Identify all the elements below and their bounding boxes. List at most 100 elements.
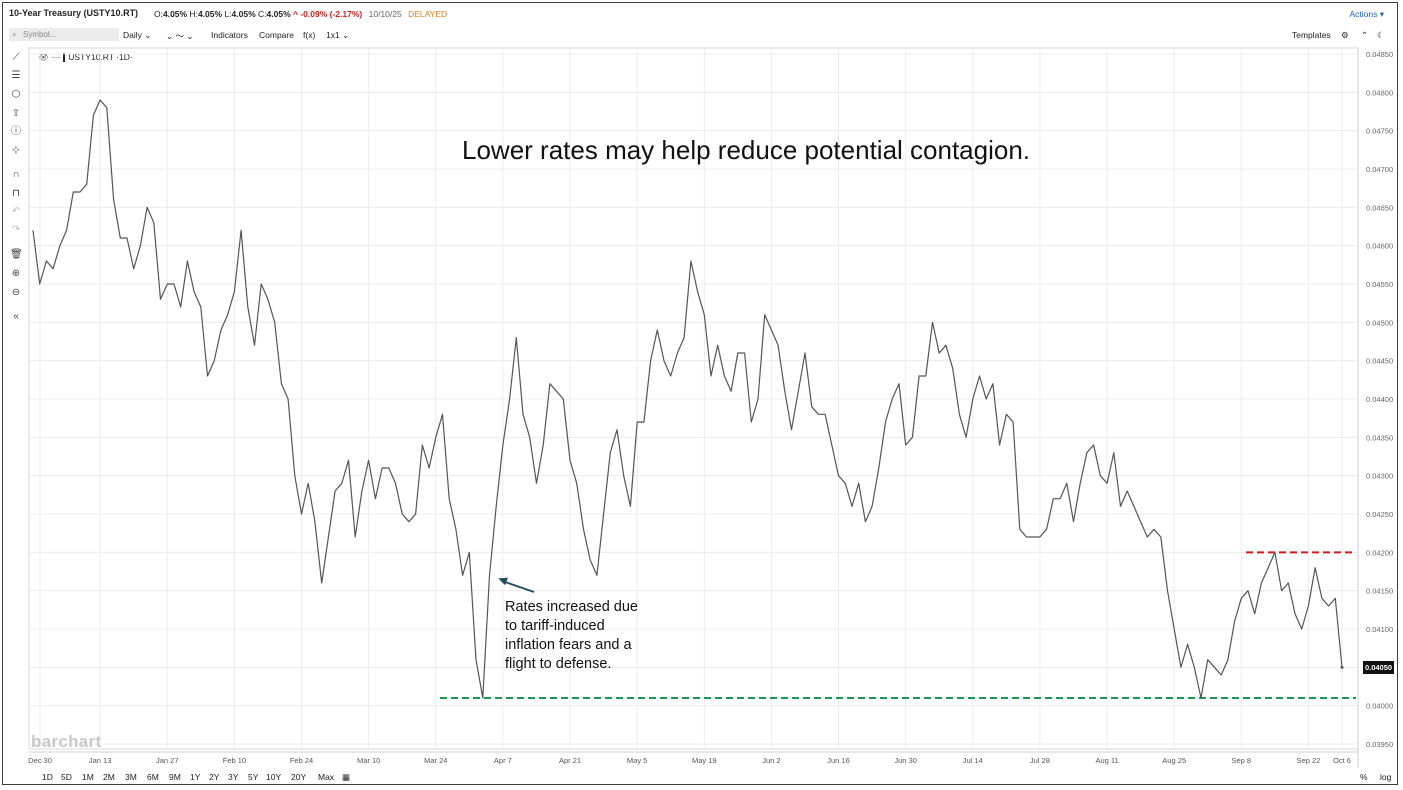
actions-menu[interactable]: Actions ▾ <box>1349 9 1384 19</box>
compare-button[interactable]: Compare <box>259 30 294 40</box>
interval-dropdown[interactable]: Daily ⌄ <box>123 30 152 40</box>
drawing-toolbar: ⟋ ☰ ⬡ ⇧ ⓘ ⊹ ∩ ⊓ ↶ ↷ 🗑 ⊕ ⊖ « <box>4 48 28 328</box>
y-tick-label: 0.04650 <box>1366 203 1393 212</box>
collapse-left-icon[interactable]: « <box>13 311 19 322</box>
y-tick-label: 0.04000 <box>1366 702 1393 711</box>
calendar-icon[interactable]: ▦ <box>342 772 351 782</box>
y-tick-label: 0.04500 <box>1366 318 1393 327</box>
x-tick-label: May 19 <box>692 756 717 765</box>
x-tick-label: Jan 13 <box>89 756 112 765</box>
x-tick-label: Aug 11 <box>1095 756 1118 765</box>
range-button-1m[interactable]: 1M <box>82 772 94 782</box>
log-toggle[interactable]: log <box>1380 772 1392 782</box>
search-placeholder: Symbol... <box>23 30 57 39</box>
search-icon: ⌕ <box>12 30 17 39</box>
unlock-icon[interactable]: ⊓ <box>12 188 20 199</box>
zoom-in-icon[interactable]: ⊕ <box>11 268 21 279</box>
annotation-arrow <box>498 577 535 593</box>
low-label: L: <box>224 9 232 19</box>
barchart-watermark: barchart <box>31 732 102 751</box>
x-tick-label: Jun 30 <box>894 756 917 765</box>
high-value: 4.05% <box>197 9 223 19</box>
range-button-1y[interactable]: 1Y <box>190 772 201 782</box>
function-button[interactable]: f(x) <box>303 30 316 40</box>
redo-icon[interactable]: ↷ <box>11 224 21 235</box>
range-button-9m[interactable]: 9M <box>169 772 181 782</box>
range-button-10y[interactable]: 10Y <box>266 772 282 782</box>
trendline-icon[interactable]: ⟋ <box>12 52 20 63</box>
range-button-5d[interactable]: 5D <box>61 772 72 782</box>
range-button-6m[interactable]: 6M <box>147 772 159 782</box>
legend-more[interactable]: ··· <box>51 52 61 62</box>
collapse-icon[interactable]: ⌃ <box>1361 30 1369 40</box>
range-button-3m[interactable]: 3M <box>125 772 137 782</box>
zoom-out-icon[interactable]: ⊖ <box>11 287 21 298</box>
open-value: 4.05% <box>162 9 188 19</box>
range-button-1d[interactable]: 1D <box>42 772 53 782</box>
info-icon[interactable]: ⓘ <box>11 126 21 137</box>
x-tick-label: Jan 27 <box>156 756 179 765</box>
percent-toggle[interactable]: % <box>1360 772 1368 782</box>
x-tick-label: Aug 25 <box>1162 756 1186 765</box>
x-tick-label: Sep 8 <box>1232 756 1252 765</box>
templates-button[interactable]: Templates <box>1292 30 1331 40</box>
chart-title: Lower rates may help reduce potential co… <box>462 135 1031 165</box>
symbol-search-input[interactable]: ⌕ Symbol... <box>9 28 119 41</box>
close-label: C: <box>258 9 267 19</box>
symbol-title[interactable]: 10-Year Treasury (USTY10.RT) <box>9 8 139 18</box>
delayed-badge: DELAYED <box>408 9 448 19</box>
chart-toolbar: ⌕ Symbol... Daily ⌄ ⌄ 〜 ⌄ Indicators Com… <box>4 27 1396 44</box>
range-button-max[interactable]: Max <box>318 772 335 782</box>
gear-icon[interactable]: ⚙ <box>1341 30 1349 40</box>
layout-dropdown[interactable]: 1x1 ⌄ <box>326 30 350 40</box>
y-tick-label: 0.04750 <box>1366 127 1393 136</box>
y-tick-label: 0.04550 <box>1366 280 1393 289</box>
low-value: 4.05% <box>231 9 256 19</box>
indicators-button[interactable]: Indicators <box>211 30 248 40</box>
magnet-icon[interactable]: ∩ <box>12 169 20 180</box>
y-tick-label: 0.04200 <box>1366 548 1393 557</box>
high-label: H: <box>189 9 198 19</box>
chart-type-dropdown[interactable]: ⌄ 〜 ⌄ <box>166 31 194 41</box>
y-tick-label: 0.04400 <box>1366 395 1393 404</box>
arrow-up-icon[interactable]: ⇧ <box>11 108 21 119</box>
range-button-20y[interactable]: 20Y <box>291 772 307 782</box>
series-group <box>32 99 1344 699</box>
range-button-2m[interactable]: 2M <box>103 772 115 782</box>
y-axis: 0.04850 0.04800 0.04750 0.04700 0.04650 0.046… <box>1357 48 1393 768</box>
eye-icon[interactable]: 👁 <box>38 52 49 62</box>
x-tick-label: Sep 22 <box>1297 756 1321 765</box>
fib-icon[interactable]: ☰ <box>11 70 21 81</box>
range-button-3y[interactable]: 3Y <box>228 772 239 782</box>
ohlc-readout: O:4.05% H:4.05% L:4.05% C:4.05% ^ -0.09%… <box>154 9 447 19</box>
undo-icon[interactable]: ↶ <box>11 206 21 217</box>
range-button-5y[interactable]: 5Y <box>248 772 259 782</box>
y-tick-label: 0.04700 <box>1366 165 1393 174</box>
y-tick-label: 0.04150 <box>1366 587 1393 596</box>
x-tick-label: Feb 10 <box>223 756 246 765</box>
legend-color-bar <box>63 53 66 63</box>
moon-icon[interactable]: ☾ <box>1377 30 1385 40</box>
trash-icon[interactable]: 🗑 <box>10 249 23 260</box>
quote-date: 10/10/25 <box>368 9 402 19</box>
x-tick-label: Jul 28 <box>1030 756 1050 765</box>
x-tick-label: Feb 24 <box>290 756 313 765</box>
shape-icon[interactable]: ⬡ <box>11 89 21 100</box>
last-point <box>1340 665 1344 669</box>
last-price-tag: 0.04050 <box>1363 661 1394 674</box>
range-button-2y[interactable]: 2Y <box>209 772 220 782</box>
x-tick-label: Dec 30 <box>28 756 52 765</box>
y-tick-label: 0.04600 <box>1366 242 1393 251</box>
x-tick-label: May 5 <box>627 756 647 765</box>
range-bar: 1D 5D 1M 2M 3M 6M 9M 1Y 2Y 3Y 5Y 10Y 20Y Max ▦ % log <box>4 770 1396 784</box>
grid <box>28 47 1359 750</box>
x-tick-label: Mar 24 <box>424 756 447 765</box>
x-tick-label: Jun 2 <box>762 756 780 765</box>
reference-lines <box>440 551 1356 699</box>
series-line <box>32 99 1343 699</box>
measure-icon[interactable]: ⊹ <box>11 145 21 156</box>
y-tick-label: 0.04250 <box>1366 510 1393 519</box>
x-tick-label: Apr 7 <box>494 756 512 765</box>
